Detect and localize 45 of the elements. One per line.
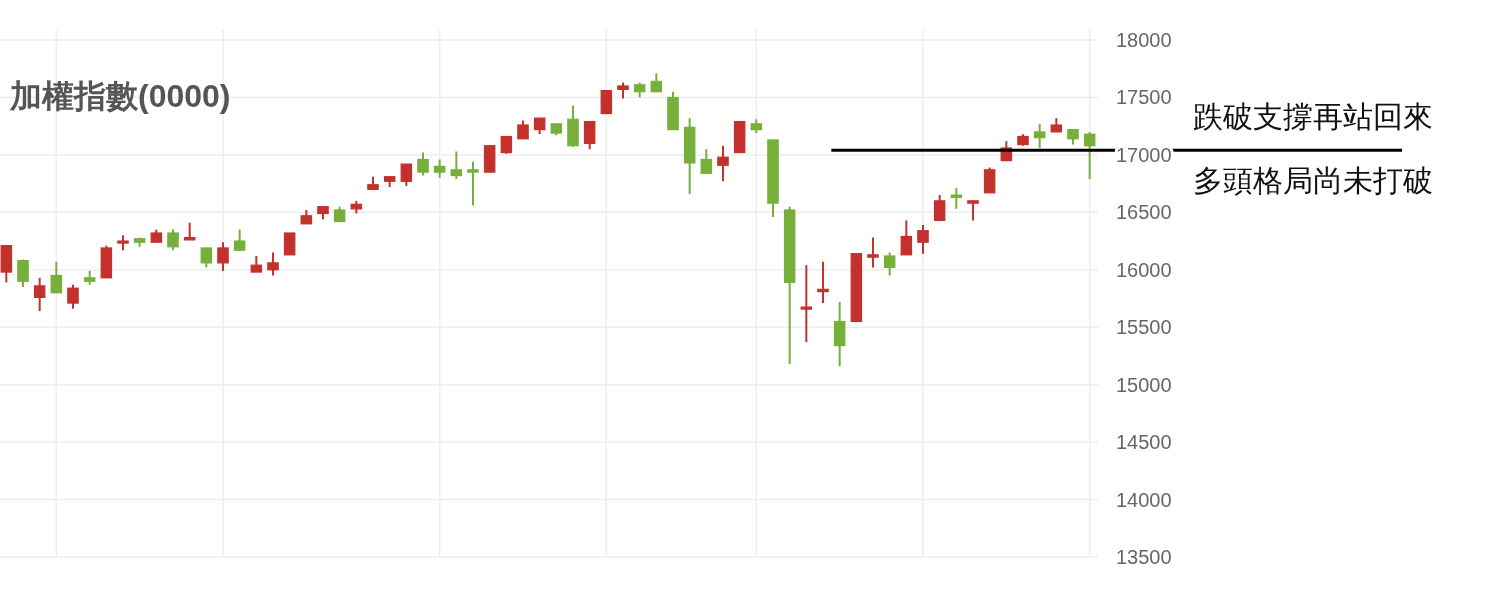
candlestick: [1033, 122, 1046, 149]
candlestick: [467, 160, 479, 207]
candlestick: [267, 251, 279, 277]
candlestick: [1083, 130, 1096, 181]
candlestick: [517, 119, 529, 140]
candlestick: [650, 72, 663, 93]
candlestick: [233, 228, 246, 252]
candlestick: [17, 258, 29, 289]
y-tick-label: 15500: [1116, 316, 1172, 339]
candlestick: [400, 163, 413, 187]
candlestick: [583, 120, 596, 151]
candlestick: [883, 251, 896, 277]
candlestick: [950, 187, 963, 210]
candlestick: [417, 151, 429, 177]
y-tick-label: 18000: [1116, 29, 1172, 51]
y-tick-label: 13500: [1116, 546, 1172, 568]
y-tick-label: 14500: [1116, 431, 1172, 454]
candlestick: [933, 194, 946, 222]
text: 加權指數(0000): [9, 78, 231, 114]
candlestick: [717, 144, 729, 183]
candlestick: [33, 276, 46, 313]
candlestick: [433, 158, 446, 179]
y-tick-label: 14000: [1116, 488, 1172, 511]
candlestick: [450, 150, 463, 181]
candlestick: [167, 228, 179, 252]
candlestick: [900, 219, 913, 256]
candlestick: [283, 232, 296, 256]
candlestick: [67, 283, 79, 310]
candlestick: [50, 260, 63, 294]
candlestick: [967, 199, 979, 222]
y-tick-label: 15000: [1116, 373, 1172, 396]
candlestick: [917, 223, 929, 255]
candlestick: [600, 89, 613, 115]
candlestick: [867, 236, 879, 269]
candlestick: [800, 264, 813, 344]
y-tick-label: 16000: [1116, 258, 1172, 281]
y-tick-label: 16500: [1116, 201, 1172, 224]
y-tick-label: 17500: [1116, 86, 1172, 109]
candlestick: [200, 246, 213, 269]
text: 跌破支撐再站回來: [1193, 100, 1433, 133]
candlestick: [700, 148, 713, 175]
candlestick: [983, 166, 996, 194]
candlestick: [817, 260, 829, 305]
candlestick: [217, 241, 229, 272]
text: 多頭格局尚未打破: [1193, 164, 1433, 197]
